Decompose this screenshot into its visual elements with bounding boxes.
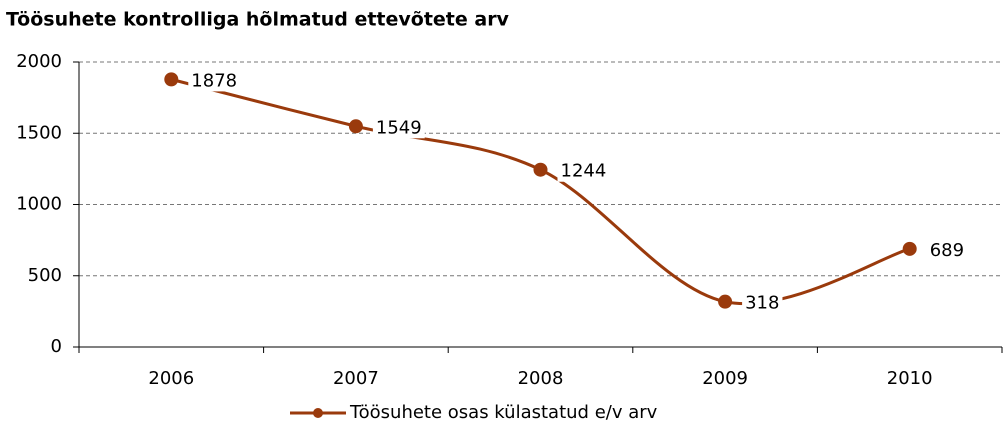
point [902,241,917,256]
data-label: 1549 [376,117,422,138]
data-label-bg [188,70,241,92]
data-label: 318 [745,293,779,314]
series-line [170,77,911,305]
data-label-bg [742,292,783,314]
x-tick-label: 2009 [702,368,748,389]
data-label-bg [557,160,610,182]
y-tick-label: 1500 [16,122,62,143]
x-tick-label: 2008 [518,368,564,389]
chart-title: Töösuhete kontrolliga hõlmatud ettevõtet… [6,9,510,31]
x-tick-label: 2010 [887,368,933,389]
x-tick-label: 2007 [333,368,379,389]
x-tick-label: 2006 [148,368,194,389]
point [533,162,548,177]
legend-label: Töösuhete osas külastatud e/v arv [349,402,658,423]
data-label: 1244 [561,161,607,182]
data-label-bg [372,117,425,139]
data-label-bg [926,239,968,261]
point [164,72,179,87]
data-label: 1878 [191,70,237,91]
legend-marker [313,408,323,418]
point [718,294,733,309]
y-tick-label: 1000 [16,194,62,215]
y-tick-label: 0 [51,336,62,357]
y-tick-label: 2000 [16,51,62,72]
y-tick-label: 500 [28,265,62,286]
data-label: 689 [930,240,964,261]
point [348,119,363,134]
